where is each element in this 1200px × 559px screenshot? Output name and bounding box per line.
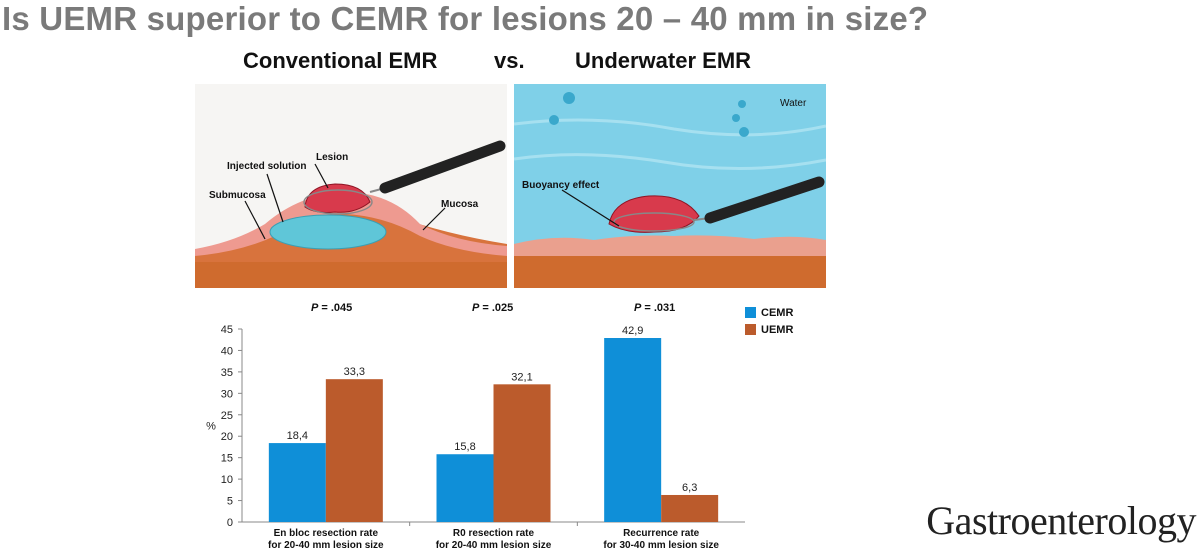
bar-chart: 0 5 10 15 20 25 30 35 40 45% 18,4 33,3 En bloc resec…: [190, 295, 750, 554]
pvalue-recurrence: P = .031: [634, 302, 676, 314]
label-submucosa: Submucosa: [209, 190, 266, 201]
legend-swatch-uemr: [745, 324, 756, 335]
x-category-label: for 30-40 mm lesion size: [603, 540, 719, 551]
x-category-label: En bloc resection rate: [274, 528, 379, 539]
bar-uemr-1: [325, 379, 383, 522]
pvalue-en-bloc: P = .045: [311, 302, 353, 314]
bar-uemr-2: [493, 384, 551, 522]
x-category-label: Recurrence rate: [623, 528, 700, 539]
legend-label-cemr: CEMR: [761, 306, 794, 319]
legend-item-cemr: CEMR: [745, 304, 793, 321]
pvalue-r0: P = .025: [472, 302, 514, 314]
data-label-uemr-2: 32,1: [511, 371, 532, 383]
data-label-cemr-2: 15,8: [454, 441, 475, 453]
label-mucosa: Mucosa: [441, 199, 479, 210]
bar-cemr-3: [604, 338, 662, 522]
label-buoyancy-effect: Buoyancy effect: [522, 180, 600, 191]
y-tick-label: 20: [221, 431, 233, 443]
y-tick-label: 0: [227, 517, 233, 529]
heading-underwater-emr: Underwater EMR: [575, 48, 752, 73]
bar-cemr-1: [268, 443, 326, 522]
y-tick-label: 40: [221, 345, 233, 357]
bar-chart-svg: 0 5 10 15 20 25 30 35 40 45% 18,4 33,3 En bloc resec…: [206, 324, 745, 551]
heading-vs: vs.: [494, 48, 525, 73]
y-tick-label: 35: [221, 367, 233, 379]
y-tick-label: 10: [221, 474, 233, 486]
slide-title: Is UEMR superior to CEMR for lesions 20 …: [2, 0, 929, 37]
y-tick-label: 45: [221, 324, 233, 336]
legend-label-uemr: UEMR: [761, 323, 794, 336]
x-category-label: for 20-40 mm lesion size: [436, 540, 552, 551]
y-tick-label: 15: [221, 453, 233, 465]
bar-cemr-2: [436, 454, 494, 522]
y-axis-label: %: [206, 421, 216, 433]
data-label-uemr-1: 33,3: [344, 366, 365, 378]
x-category-label: R0 resection rate: [453, 528, 535, 539]
journal-logo: Gastroenterology: [926, 498, 1196, 543]
underwater-emr-illustration: Water Buoyancy effect: [514, 84, 826, 288]
label-water: Water: [780, 98, 807, 109]
label-injected-solution: Injected solution: [227, 161, 307, 172]
label-lesion: Lesion: [316, 152, 349, 163]
legend-item-uemr: UEMR: [745, 321, 793, 338]
y-tick-label: 30: [221, 388, 233, 400]
legend-swatch-cemr: [745, 307, 756, 318]
heading-conventional-emr: Conventional EMR: [243, 48, 438, 73]
data-label-uemr-3: 6,3: [682, 482, 697, 494]
y-tick-label: 25: [221, 410, 233, 422]
chart-legend: CEMR UEMR: [745, 304, 793, 338]
bar-uemr-3: [661, 494, 719, 522]
y-tick-label: 5: [227, 496, 233, 508]
x-category-label: for 20-40 mm lesion size: [268, 540, 384, 551]
conventional-emr-illustration: Lesion Injected solution Submucosa Mucos…: [195, 84, 507, 288]
data-label-cemr-1: 18,4: [287, 430, 308, 442]
data-label-cemr-3: 42,9: [622, 325, 643, 337]
